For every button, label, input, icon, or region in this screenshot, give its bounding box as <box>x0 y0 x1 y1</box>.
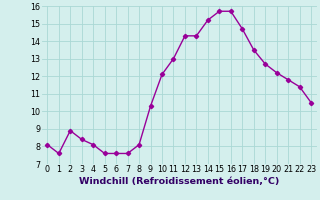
X-axis label: Windchill (Refroidissement éolien,°C): Windchill (Refroidissement éolien,°C) <box>79 177 279 186</box>
